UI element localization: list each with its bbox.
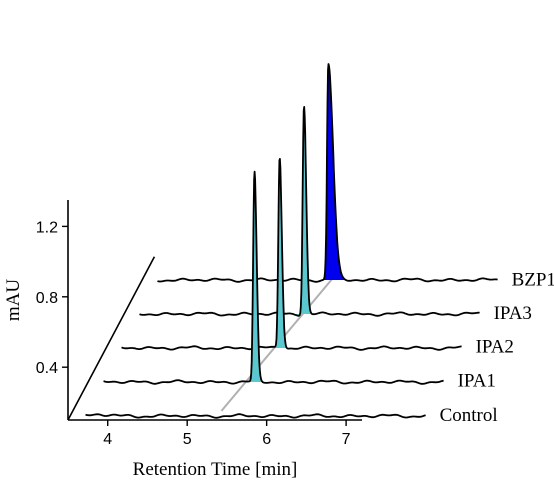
y-tick-label: 0.8 (36, 290, 58, 307)
series-label: IPA2 (476, 336, 514, 357)
x-tick-label: 5 (183, 431, 192, 448)
trace-ipa2 (121, 158, 462, 351)
series-label: IPA1 (458, 371, 496, 392)
series-ipa2: IPA2 (121, 158, 514, 357)
x-tick-label: 6 (262, 431, 271, 448)
depth-axis-line (67, 256, 156, 421)
y-axis-title: mAU (3, 279, 24, 322)
x-tick-label: 4 (103, 431, 112, 448)
peak-fill-ipa3 (294, 106, 320, 316)
series-ipa1: IPA1 (103, 170, 496, 392)
series-label: BZP1 (512, 270, 554, 291)
series-ipa3: IPA3 (139, 106, 532, 324)
x-tick-label: 7 (342, 431, 351, 448)
series-bzp1: BZP1 (157, 63, 554, 291)
trace-ipa3 (139, 106, 480, 317)
trace-bzp1 (157, 63, 498, 283)
series-label: Control (440, 405, 498, 426)
series-layer: BZP1 IPA3 IPA2 IPA1 Control (85, 63, 554, 426)
trace-ipa1 (103, 170, 444, 385)
y-tick-label: 1.2 (36, 219, 58, 236)
trace-control (85, 413, 426, 419)
peak-fill-bzp1 (319, 64, 352, 282)
y-tick-label: 0.4 (36, 360, 58, 377)
series-control: Control (85, 405, 498, 426)
x-axis-title: Retention Time [min] (133, 459, 298, 480)
axes: 4 5 6 7 0.4 0.8 1.2 (36, 200, 362, 448)
series-label: IPA3 (494, 303, 532, 324)
